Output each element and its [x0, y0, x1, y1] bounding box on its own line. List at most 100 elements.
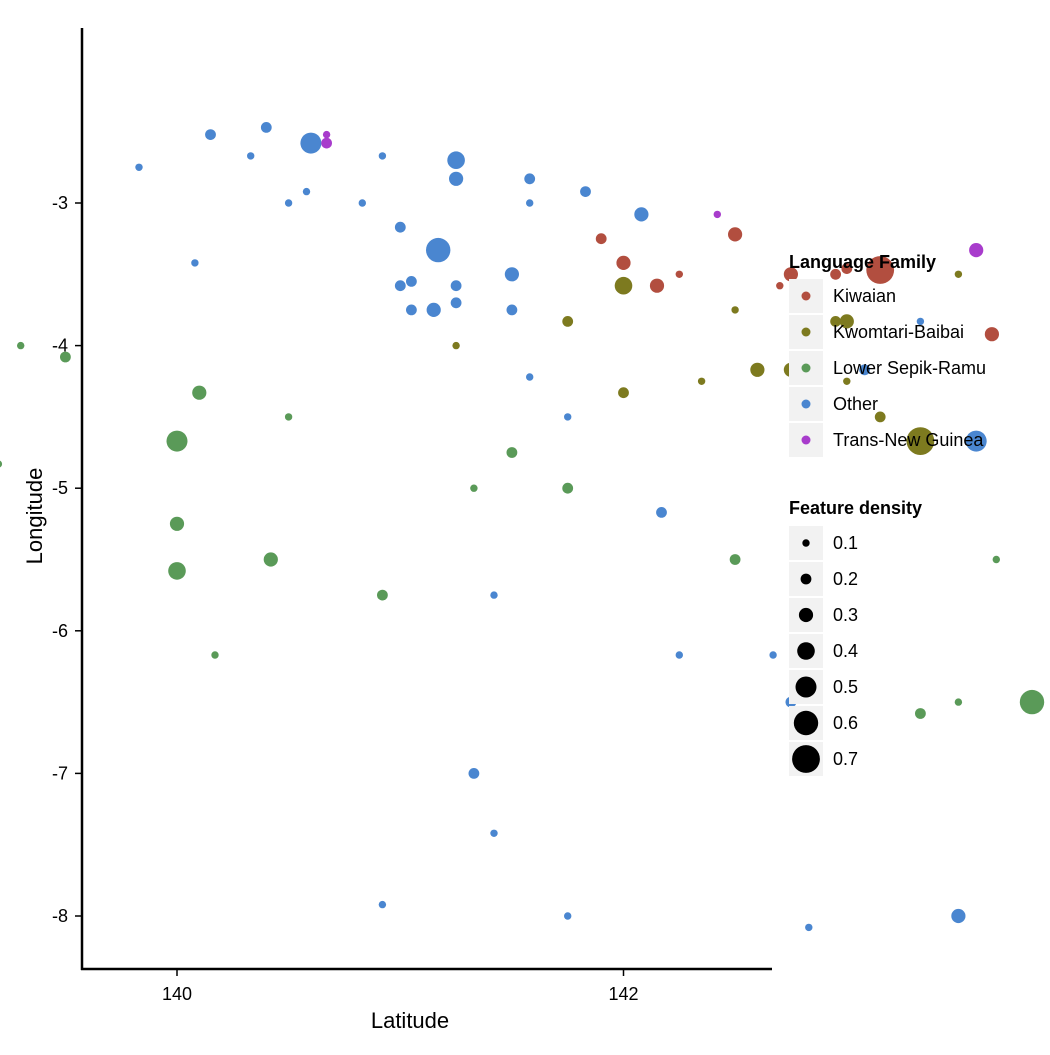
data-point	[300, 132, 322, 154]
legend-swatch-kiwaian	[801, 291, 811, 301]
data-point	[406, 276, 417, 287]
data-point	[378, 900, 387, 909]
data-point	[564, 912, 572, 920]
data-point	[17, 341, 25, 350]
data-point	[656, 507, 667, 518]
data-point	[284, 199, 293, 207]
x-tick-label: 140	[162, 984, 192, 1004]
data-point	[378, 152, 387, 160]
data-point	[562, 482, 574, 494]
data-point	[284, 413, 293, 421]
data-point	[394, 280, 406, 292]
series-other	[135, 122, 987, 932]
legend-swatch-kwomtari-baibai	[801, 327, 811, 337]
data-point	[618, 387, 629, 399]
data-point	[841, 263, 853, 274]
y-axis-label: Longitude	[22, 468, 47, 565]
data-point	[377, 589, 388, 601]
data-point	[769, 651, 777, 659]
legend-label-other: Other	[833, 394, 878, 414]
data-point	[783, 267, 799, 282]
data-point	[951, 908, 966, 924]
legend-label-trans-new-guinea: Trans-New Guinea	[833, 430, 984, 450]
data-point	[595, 233, 607, 245]
data-point	[470, 484, 478, 492]
data-point	[675, 270, 683, 278]
legend-swatch-other	[801, 399, 811, 409]
data-point	[830, 316, 841, 327]
data-point	[526, 199, 534, 207]
color-legend-title: Language Family	[789, 252, 936, 272]
legend-label-kiwaian: Kiwaian	[833, 286, 896, 306]
y-tick-label: -5	[52, 478, 68, 498]
y-tick-label: -6	[52, 621, 68, 641]
data-point	[426, 237, 451, 263]
data-point	[634, 207, 649, 222]
data-point	[954, 270, 963, 278]
data-point	[166, 430, 188, 452]
data-point	[616, 255, 631, 270]
data-point	[263, 552, 278, 567]
data-point	[490, 829, 498, 837]
data-point	[697, 377, 706, 385]
data-point	[450, 297, 462, 309]
data-point	[713, 210, 721, 219]
data-point	[580, 186, 591, 198]
data-point	[447, 151, 465, 169]
size-legend-title: Feature density	[789, 498, 922, 518]
size-swatch	[795, 676, 817, 698]
data-point	[504, 267, 519, 282]
data-point	[1019, 689, 1045, 715]
size-label: 0.5	[833, 677, 858, 697]
data-point	[426, 302, 441, 317]
data-point	[0, 460, 3, 468]
x-axis-label: Latitude	[371, 1008, 449, 1033]
axis-ticks: 140142144146-3-4-5-6-7-8	[52, 193, 639, 1004]
size-label: 0.6	[833, 713, 858, 733]
legend-swatch-lower-sepik-ramu	[801, 363, 811, 373]
data-point	[564, 413, 572, 421]
y-tick-label: -4	[52, 336, 68, 356]
data-point	[191, 259, 199, 267]
size-legend: Feature density 0.1 0.2 0.3 0.4 0.5 0.6 0.7	[789, 498, 922, 776]
legend-label-lower-sepik-ramu: Lower Sepik-Ramu	[833, 358, 986, 378]
data-point	[750, 362, 765, 377]
data-point	[321, 137, 332, 149]
data-point	[205, 129, 216, 141]
data-point	[169, 516, 185, 531]
data-point	[859, 364, 870, 376]
data-point	[358, 199, 366, 207]
data-point	[614, 276, 633, 295]
data-point	[839, 314, 854, 329]
y-tick-label: -3	[52, 193, 68, 213]
y-tick-label: -8	[52, 906, 68, 926]
legend-label-kwomtari-baibai: Kwomtari-Baibai	[833, 322, 964, 342]
data-point	[675, 651, 683, 659]
size-label: 0.2	[833, 569, 858, 589]
size-swatch	[798, 607, 814, 623]
data-point	[984, 327, 1000, 342]
size-label: 0.1	[833, 533, 858, 553]
data-point	[449, 171, 464, 186]
data-point	[60, 351, 71, 363]
legend-swatch-trans-new-guinea	[801, 435, 811, 445]
data-point	[192, 385, 207, 400]
axes	[80, 28, 772, 971]
data-point	[247, 152, 255, 160]
data-point	[562, 316, 574, 327]
size-swatch	[802, 539, 810, 547]
data-points	[0, 122, 1045, 932]
color-legend: Language Family Kiwaian Kwomtari-Baibai Lo…	[789, 252, 986, 457]
data-point	[490, 591, 498, 599]
data-point	[260, 122, 272, 133]
x-tick-label: 142	[608, 984, 638, 1004]
size-swatch	[800, 573, 812, 585]
data-point	[874, 411, 886, 423]
data-point	[450, 280, 462, 292]
data-point	[906, 427, 935, 455]
size-swatch	[793, 710, 819, 736]
size-label: 0.7	[833, 749, 858, 769]
data-point	[729, 554, 741, 565]
